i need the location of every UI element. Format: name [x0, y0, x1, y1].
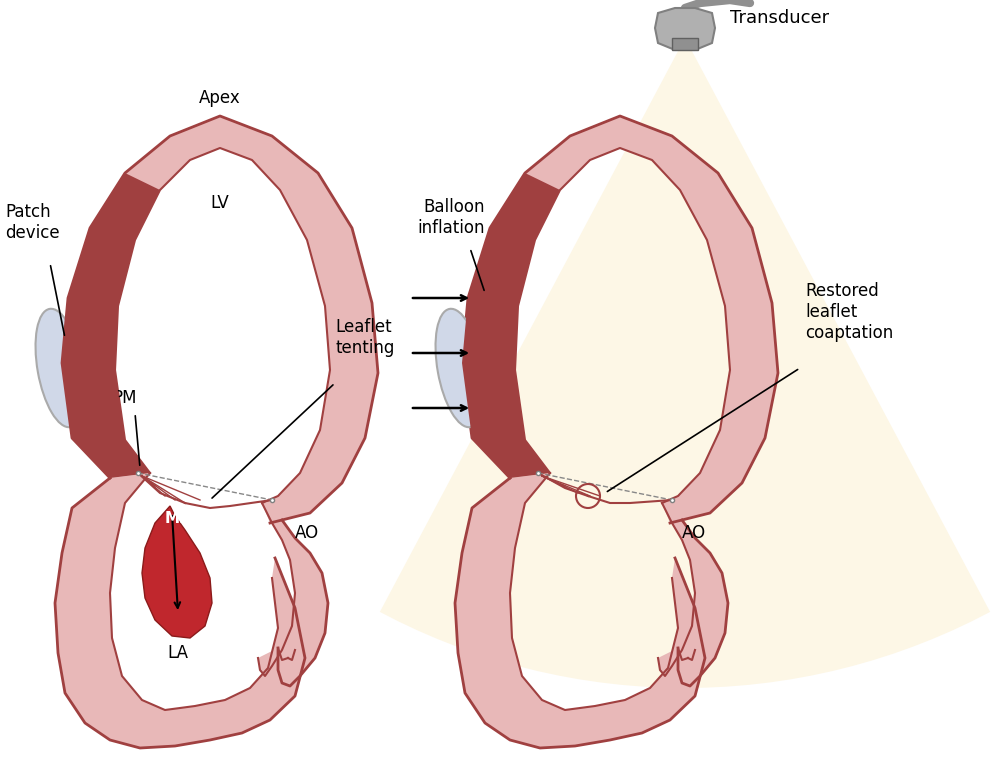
Polygon shape [462, 173, 560, 478]
Polygon shape [142, 506, 212, 638]
Polygon shape [380, 38, 990, 688]
Text: Apex: Apex [199, 89, 241, 107]
Polygon shape [658, 503, 728, 686]
Text: Balloon
inflation: Balloon inflation [417, 198, 485, 237]
Polygon shape [62, 173, 160, 478]
Polygon shape [258, 503, 328, 686]
Text: Leaflet
tenting: Leaflet tenting [335, 318, 394, 357]
Text: Restored
leaflet
coaptation: Restored leaflet coaptation [805, 283, 893, 342]
Text: Transducer: Transducer [730, 9, 829, 27]
Polygon shape [672, 38, 698, 50]
Polygon shape [55, 473, 305, 748]
Polygon shape [455, 473, 705, 748]
Polygon shape [462, 116, 778, 523]
Text: Patch
device: Patch device [5, 203, 60, 242]
Text: PM: PM [113, 389, 137, 407]
Text: LA: LA [168, 644, 188, 662]
Polygon shape [655, 8, 715, 50]
Polygon shape [62, 116, 378, 523]
Text: LV: LV [211, 194, 229, 212]
Text: AO: AO [295, 524, 319, 542]
Text: MR: MR [165, 511, 191, 526]
Ellipse shape [436, 309, 484, 428]
Text: AO: AO [682, 524, 706, 542]
Ellipse shape [36, 309, 84, 428]
